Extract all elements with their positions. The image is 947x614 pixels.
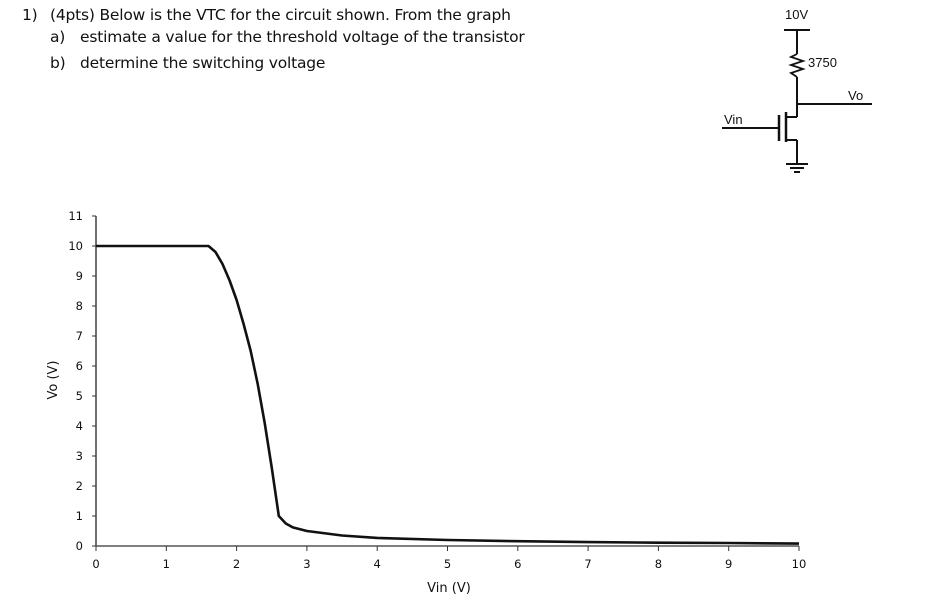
x-tick-label: 4 xyxy=(374,557,381,571)
x-tick-label: 6 xyxy=(514,557,521,571)
y-tick-label: 9 xyxy=(76,269,83,283)
y-tick-label: 6 xyxy=(76,359,83,373)
question-header: 1) (4pts) Below is the VTC for the circui… xyxy=(22,6,511,24)
part-b-label: b) xyxy=(50,54,66,72)
y-axis-label: Vo (V) xyxy=(46,360,61,399)
x-tick-label: 0 xyxy=(92,557,99,571)
x-tick-label: 1 xyxy=(163,557,170,571)
circuit-wires xyxy=(722,29,872,173)
part-a-label: a) xyxy=(50,28,66,46)
y-tick-label: 2 xyxy=(76,479,83,493)
question-number: 1) xyxy=(22,6,38,24)
y-tick-label: 11 xyxy=(68,209,83,223)
input-label: Vin xyxy=(724,112,743,127)
x-tick-label: 8 xyxy=(655,557,662,571)
x-axis-label: Vin (V) xyxy=(427,581,471,596)
x-tick-label: 7 xyxy=(584,557,591,571)
chart-axes xyxy=(92,215,800,551)
x-tick-label: 9 xyxy=(725,557,732,571)
resistor-label: 3750 xyxy=(808,55,837,70)
x-tick-label: 2 xyxy=(233,557,240,571)
question-part-b: b) determine the switching voltage xyxy=(50,54,325,72)
part-b-text: determine the switching voltage xyxy=(80,54,326,72)
x-tick-label: 10 xyxy=(792,557,807,571)
x-tick-labels: 0 1 2 3 4 5 6 7 8 9 10 xyxy=(92,557,806,571)
part-a-text: estimate a value for the threshold volta… xyxy=(80,28,525,46)
y-tick-label: 3 xyxy=(76,449,83,463)
output-label: Vo xyxy=(848,88,863,103)
supply-label: 10V xyxy=(785,7,808,22)
y-tick-label: 5 xyxy=(76,389,83,403)
y-tick-label: 0 xyxy=(76,539,83,553)
y-tick-label: 4 xyxy=(76,419,83,433)
x-tick-label: 3 xyxy=(303,557,310,571)
resistor-icon xyxy=(788,53,806,78)
vtc-curve xyxy=(96,244,800,545)
y-tick-labels: 0 1 2 3 4 5 6 7 8 9 10 11 xyxy=(68,209,83,553)
x-tick-label: 5 xyxy=(444,557,451,571)
question-text: (4pts) Below is the VTC for the circuit … xyxy=(50,6,511,24)
y-tick-label: 10 xyxy=(68,239,83,253)
y-tick-label: 1 xyxy=(76,509,83,523)
y-tick-label: 8 xyxy=(76,299,83,313)
y-tick-label: 7 xyxy=(76,329,83,343)
question-part-a: a) estimate a value for the threshold vol… xyxy=(50,28,525,46)
